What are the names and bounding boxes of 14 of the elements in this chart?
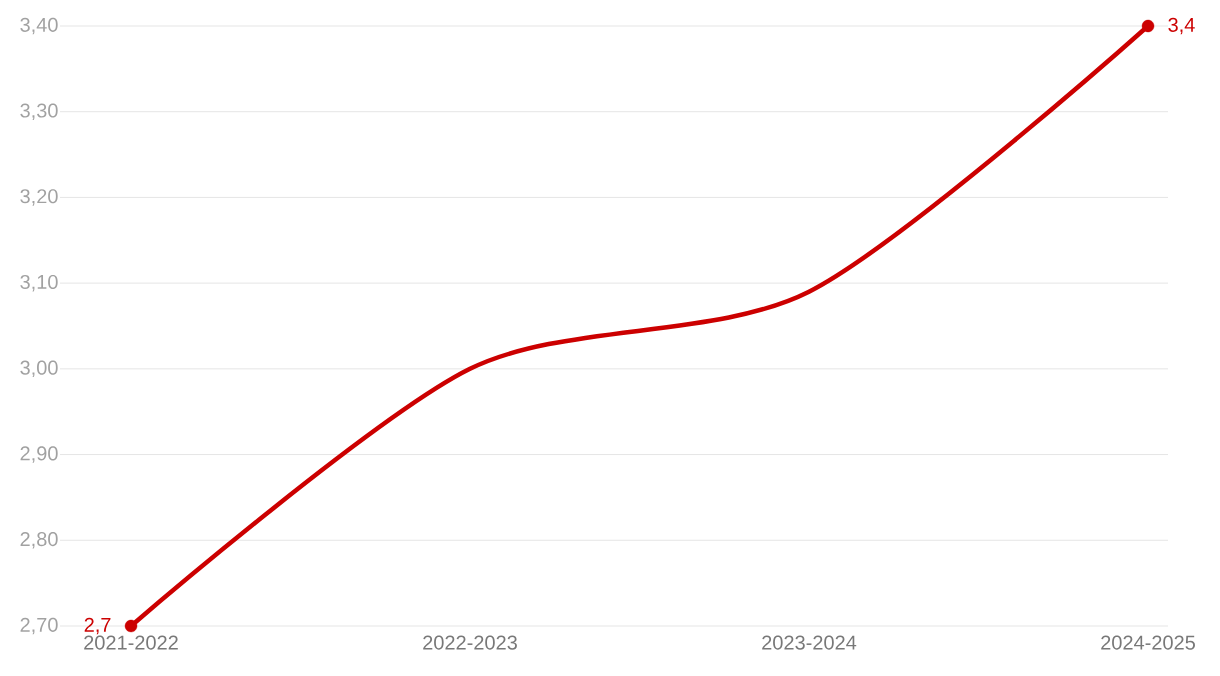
x-tick-label: 2022-2023 bbox=[423, 635, 517, 650]
y-tick-label: 3,40 bbox=[20, 17, 58, 35]
y-tick-label: 3,20 bbox=[20, 189, 58, 206]
x-tick-label: 2023-2024 bbox=[762, 635, 857, 650]
y-tick-label: 2,70 bbox=[20, 617, 58, 635]
data-label: 3,4 bbox=[1168, 17, 1195, 35]
data-label: 2,7 bbox=[84, 617, 111, 635]
y-tick-label: 2,80 bbox=[20, 532, 58, 549]
y-tick-label: 3,10 bbox=[20, 274, 58, 292]
y-tick-label: 3,00 bbox=[20, 360, 58, 378]
y-tick-label: 3,30 bbox=[20, 103, 58, 120]
x-tick-label: 2021-2022 bbox=[84, 635, 178, 650]
x-tick-label: 2024-2025 bbox=[1101, 635, 1195, 650]
y-tick-label: 2,90 bbox=[20, 446, 58, 463]
